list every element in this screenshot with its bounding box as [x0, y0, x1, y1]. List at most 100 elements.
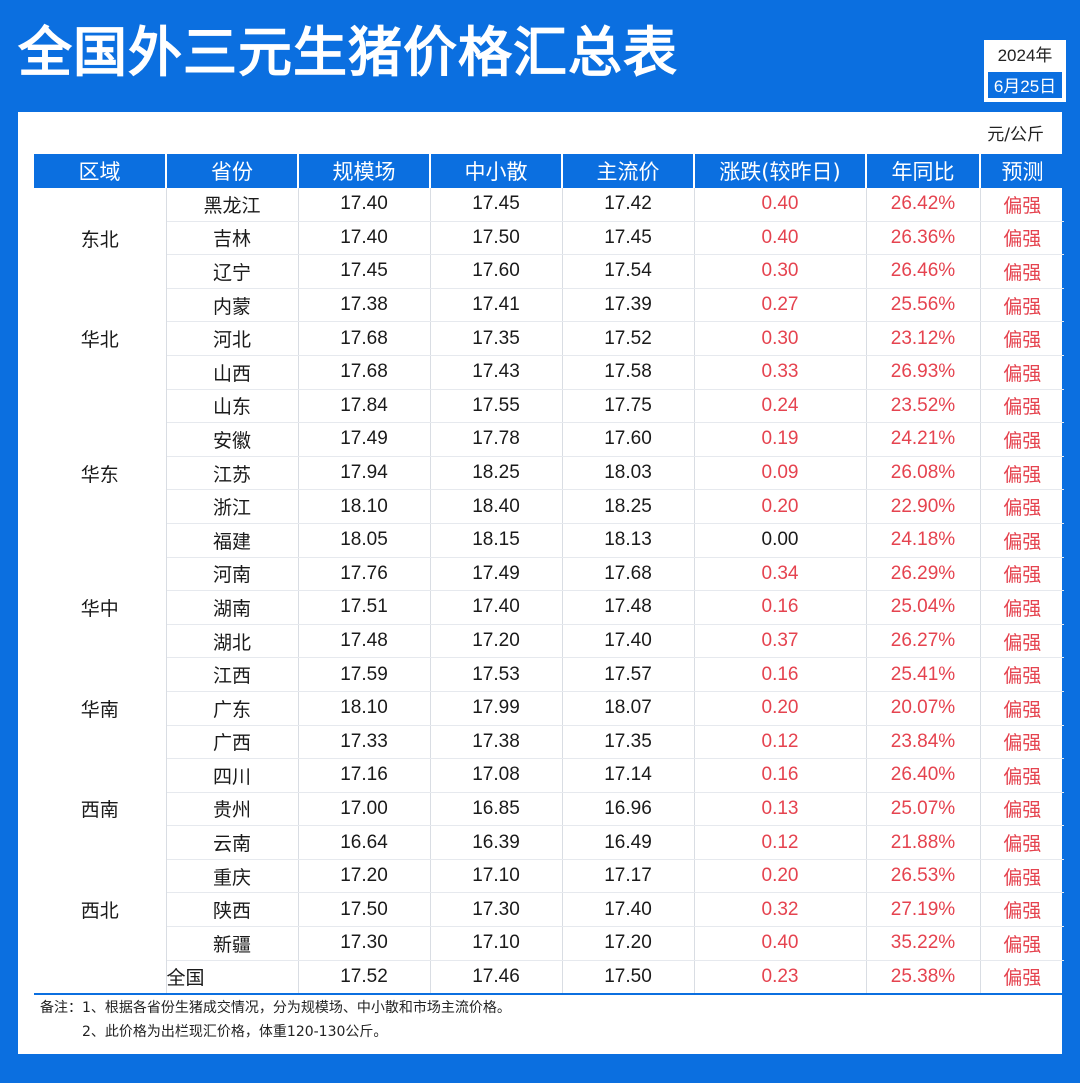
- main-price-cell: 17.54: [562, 254, 695, 289]
- date-year: 2024年: [986, 42, 1064, 70]
- large-farm-cell: 17.00: [298, 792, 431, 827]
- small-farm-cell: 17.30: [430, 892, 563, 928]
- page-title: 全国外三元生猪价格汇总表: [18, 21, 678, 84]
- yoy-cell: 25.38%: [866, 960, 981, 996]
- forecast-cell: 偏强: [980, 792, 1064, 827]
- table-row: 广东 18.10 17.99 18.07 0.20 20.07% 偏强: [34, 691, 1064, 726]
- main-price-cell: 17.58: [562, 355, 695, 390]
- table-row: 山西 17.68 17.43 17.58 0.33 26.93% 偏强: [34, 355, 1064, 390]
- forecast-cell: 偏强: [980, 355, 1064, 390]
- large-farm-cell: 17.84: [298, 389, 431, 424]
- note-line-2: 2、此价格为出栏现汇价格，体重120-130公斤。: [82, 1024, 388, 1040]
- forecast-cell: 偏强: [980, 960, 1064, 996]
- table-row: 河北 17.68 17.35 17.52 0.30 23.12% 偏强: [34, 321, 1064, 356]
- change-cell: 0.23: [694, 960, 867, 996]
- change-cell: 0.16: [694, 758, 867, 793]
- forecast-cell: 偏强: [980, 657, 1064, 692]
- province-cell: 福建: [166, 523, 299, 558]
- region-cell: 华中: [34, 557, 167, 658]
- region-cell: 西南: [34, 758, 167, 860]
- unit-label: 元/公斤: [987, 125, 1044, 145]
- yoy-cell: 23.52%: [866, 389, 981, 424]
- change-cell: 0.12: [694, 725, 867, 760]
- change-cell: 0.20: [694, 691, 867, 726]
- total-row: 全国 17.52 17.46 17.50 0.23 25.38% 偏强: [34, 960, 1064, 996]
- large-farm-cell: 17.40: [298, 188, 431, 222]
- change-cell: 0.20: [694, 489, 867, 524]
- large-farm-cell: 17.68: [298, 321, 431, 356]
- province-cell: 四川: [166, 758, 299, 793]
- forecast-cell: 偏强: [980, 725, 1064, 760]
- province-cell: 贵州: [166, 792, 299, 827]
- main-price-cell: 17.14: [562, 758, 695, 793]
- table-panel: 元/公斤 区域 省份 规模场 中小散 主流价 涨跌(较昨日) 年同比 预测 东北…: [18, 112, 1064, 1054]
- main-price-cell: 17.52: [562, 321, 695, 356]
- yoy-cell: 25.56%: [866, 288, 981, 323]
- table-row: 西南 四川 17.16 17.08 17.14 0.16 26.40% 偏强: [34, 758, 1064, 860]
- forecast-cell: 偏强: [980, 523, 1064, 558]
- forecast-cell: 偏强: [980, 221, 1064, 256]
- col-header-change: 涨跌(较昨日): [694, 154, 867, 188]
- table-row: 江苏 17.94 18.25 18.03 0.09 26.08% 偏强: [34, 456, 1064, 491]
- table-row: 华北 内蒙 17.38 17.41 17.39 0.27 25.56% 偏强: [34, 288, 1064, 390]
- small-farm-cell: 17.46: [430, 960, 563, 996]
- forecast-cell: 偏强: [980, 557, 1064, 592]
- province-cell: 辽宁: [166, 254, 299, 289]
- large-farm-cell: 17.76: [298, 557, 431, 592]
- yoy-cell: 26.36%: [866, 221, 981, 256]
- province-cell: 广东: [166, 691, 299, 726]
- yoy-cell: 27.19%: [866, 892, 981, 928]
- large-farm-cell: 17.40: [298, 221, 431, 256]
- date-badge: 2024年 6月25日: [984, 40, 1066, 102]
- small-farm-cell: 18.15: [430, 523, 563, 558]
- forecast-cell: 偏强: [980, 691, 1064, 726]
- table-row: 东北 黑龙江 17.40 17.45 17.42 0.40 26.42% 偏强: [34, 188, 1064, 289]
- small-farm-cell: 17.60: [430, 254, 563, 289]
- small-farm-cell: 17.35: [430, 321, 563, 356]
- table-row: 浙江 18.10 18.40 18.25 0.20 22.90% 偏强: [34, 489, 1064, 524]
- price-table: 区域 省份 规模场 中小散 主流价 涨跌(较昨日) 年同比 预测 东北 黑龙江 17…: [34, 154, 1064, 996]
- yoy-cell: 20.07%: [866, 691, 981, 726]
- change-cell: 0.30: [694, 321, 867, 356]
- large-farm-cell: 17.16: [298, 758, 431, 793]
- main-price-cell: 17.60: [562, 422, 695, 457]
- province-cell: 陕西: [166, 892, 299, 928]
- main-price-cell: 17.45: [562, 221, 695, 256]
- small-farm-cell: 17.50: [430, 221, 563, 256]
- table-row: 华东 山东 17.84 17.55 17.75 0.24 23.52% 偏强: [34, 389, 1064, 558]
- table-header-row: 区域 省份 规模场 中小散 主流价 涨跌(较昨日) 年同比 预测: [34, 154, 1064, 188]
- small-farm-cell: 17.20: [430, 624, 563, 659]
- small-farm-cell: 17.41: [430, 288, 563, 323]
- province-cell: 云南: [166, 825, 299, 860]
- col-header-main-price: 主流价: [562, 154, 695, 188]
- small-farm-cell: 17.78: [430, 422, 563, 457]
- province-cell: 黑龙江: [166, 188, 299, 222]
- large-farm-cell: 17.48: [298, 624, 431, 659]
- main-price-cell: 17.40: [562, 892, 695, 928]
- change-cell: 0.34: [694, 557, 867, 592]
- col-header-yoy: 年同比: [866, 154, 981, 188]
- col-header-small-farm: 中小散: [430, 154, 563, 188]
- small-farm-cell: 17.10: [430, 859, 563, 894]
- forecast-cell: 偏强: [980, 926, 1064, 961]
- main-price-cell: 17.68: [562, 557, 695, 592]
- change-cell: 0.13: [694, 792, 867, 827]
- forecast-cell: 偏强: [980, 456, 1064, 491]
- table-row: 贵州 17.00 16.85 16.96 0.13 25.07% 偏强: [34, 792, 1064, 827]
- small-farm-cell: 17.08: [430, 758, 563, 793]
- region-cell: 华东: [34, 389, 167, 558]
- region-cell: 东北: [34, 188, 167, 289]
- small-farm-cell: 17.49: [430, 557, 563, 592]
- province-cell: 吉林: [166, 221, 299, 256]
- change-cell: 0.40: [694, 188, 867, 222]
- table-row: 新疆 17.30 17.10 17.20 0.40 35.22% 偏强: [34, 926, 1064, 961]
- province-cell: 湖北: [166, 624, 299, 659]
- change-cell: 0.32: [694, 892, 867, 928]
- large-farm-cell: 17.33: [298, 725, 431, 760]
- main-price-cell: 17.42: [562, 188, 695, 222]
- province-cell: 重庆: [166, 859, 299, 894]
- date-day: 6月25日: [986, 70, 1064, 100]
- province-cell: 内蒙: [166, 288, 299, 323]
- region-cell: 华南: [34, 657, 167, 759]
- change-cell: 0.40: [694, 221, 867, 256]
